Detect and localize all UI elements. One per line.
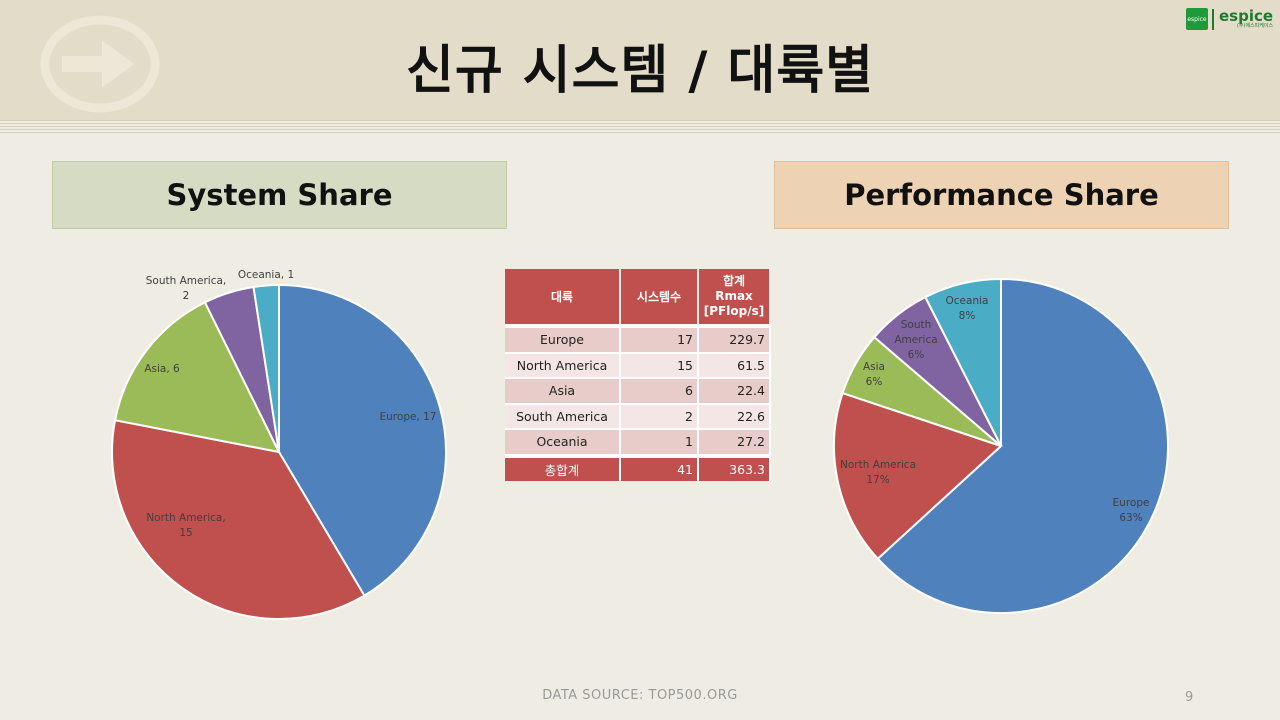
cell-system-count: 2 xyxy=(620,402,699,429)
pie-slice-europe xyxy=(876,277,1169,614)
data-label-europe: Europe 63% xyxy=(1113,497,1150,524)
table-row: South America 2 22.6 xyxy=(505,402,771,429)
cell-continent: North America xyxy=(505,351,621,378)
brand-name: espice xyxy=(1219,6,1274,25)
cell-continent: Oceania xyxy=(505,428,621,456)
performance-share-heading: Performance Share xyxy=(774,161,1229,229)
cell-rmax: 229.7 xyxy=(698,324,771,353)
cell-system-count: 17 xyxy=(620,324,699,353)
pie-slice-north-america xyxy=(111,419,366,620)
header-rmax: 합계 Rmax [PFlop/s] xyxy=(698,269,771,326)
data-label-europe: Europe, 17 xyxy=(380,411,437,423)
table-row: North America 15 61.5 xyxy=(505,351,771,378)
pie-slice-oceania xyxy=(923,277,1002,447)
continent-table: 대륙 시스템수 합계 Rmax [PFlop/s] Europe 17 229.7 N… xyxy=(505,269,771,481)
table-total-row: 총합계 41 363.3 xyxy=(505,453,771,481)
data-label-south-america: South America 6% xyxy=(894,319,937,361)
pie-slice-asia xyxy=(113,300,281,454)
table-row: Oceania 1 27.2 xyxy=(505,428,771,456)
pie-slice-oceania xyxy=(252,283,280,453)
data-label-oceania: Oceania 8% xyxy=(946,295,989,322)
brand-logo: espice espice (주)에스피케이스 xyxy=(1186,8,1273,30)
table-header-row: 대륙 시스템수 합계 Rmax [PFlop/s] xyxy=(505,269,771,326)
data-label-asia: Asia, 6 xyxy=(144,363,180,375)
cell-continent: South America xyxy=(505,402,621,429)
table-row: Europe 17 229.7 xyxy=(505,324,771,353)
pie-slice-north-america xyxy=(833,391,1003,561)
cell-continent: Asia xyxy=(505,377,621,404)
data-label-north-america: North America 17% xyxy=(840,459,916,486)
cell-rmax: 61.5 xyxy=(698,351,771,378)
data-label-oceania: Oceania, 1 xyxy=(238,269,294,281)
cell-rmax: 22.4 xyxy=(698,377,771,404)
cell-rmax: 27.2 xyxy=(698,428,771,456)
table-row: Asia 6 22.4 xyxy=(505,377,771,404)
pie-slice-europe xyxy=(278,283,447,597)
total-label: 총합계 xyxy=(505,453,621,481)
cell-system-count: 6 xyxy=(620,377,699,404)
data-label-asia: Asia 6% xyxy=(863,361,885,388)
brand-wordmark: espice (주)에스피케이스 xyxy=(1212,6,1274,30)
cell-system-count: 15 xyxy=(620,351,699,378)
total-system-count: 41 xyxy=(620,453,699,481)
cell-continent: Europe xyxy=(505,324,621,353)
system-share-heading: System Share xyxy=(52,161,507,229)
header-system-count: 시스템수 xyxy=(620,269,699,326)
header-divider xyxy=(0,120,1280,134)
data-source: DATA SOURCE: TOP500.ORG xyxy=(542,688,738,703)
cell-system-count: 1 xyxy=(620,428,699,456)
data-label-south-america: South America, 2 xyxy=(146,275,227,302)
header-continent: 대륙 xyxy=(505,269,621,326)
slide-title: 신규 시스템 / 대륙별 xyxy=(405,41,875,101)
data-label-north-america: North America, 15 xyxy=(146,512,225,539)
brand-subtitle: (주)에스피케이스 xyxy=(1236,22,1274,29)
header-band xyxy=(0,0,1280,120)
page-number: 9 xyxy=(1185,690,1194,705)
cell-rmax: 22.6 xyxy=(698,402,771,429)
arrow-right-icon xyxy=(40,15,160,113)
brand-icon: espice xyxy=(1186,8,1208,30)
total-rmax: 363.3 xyxy=(698,453,771,481)
